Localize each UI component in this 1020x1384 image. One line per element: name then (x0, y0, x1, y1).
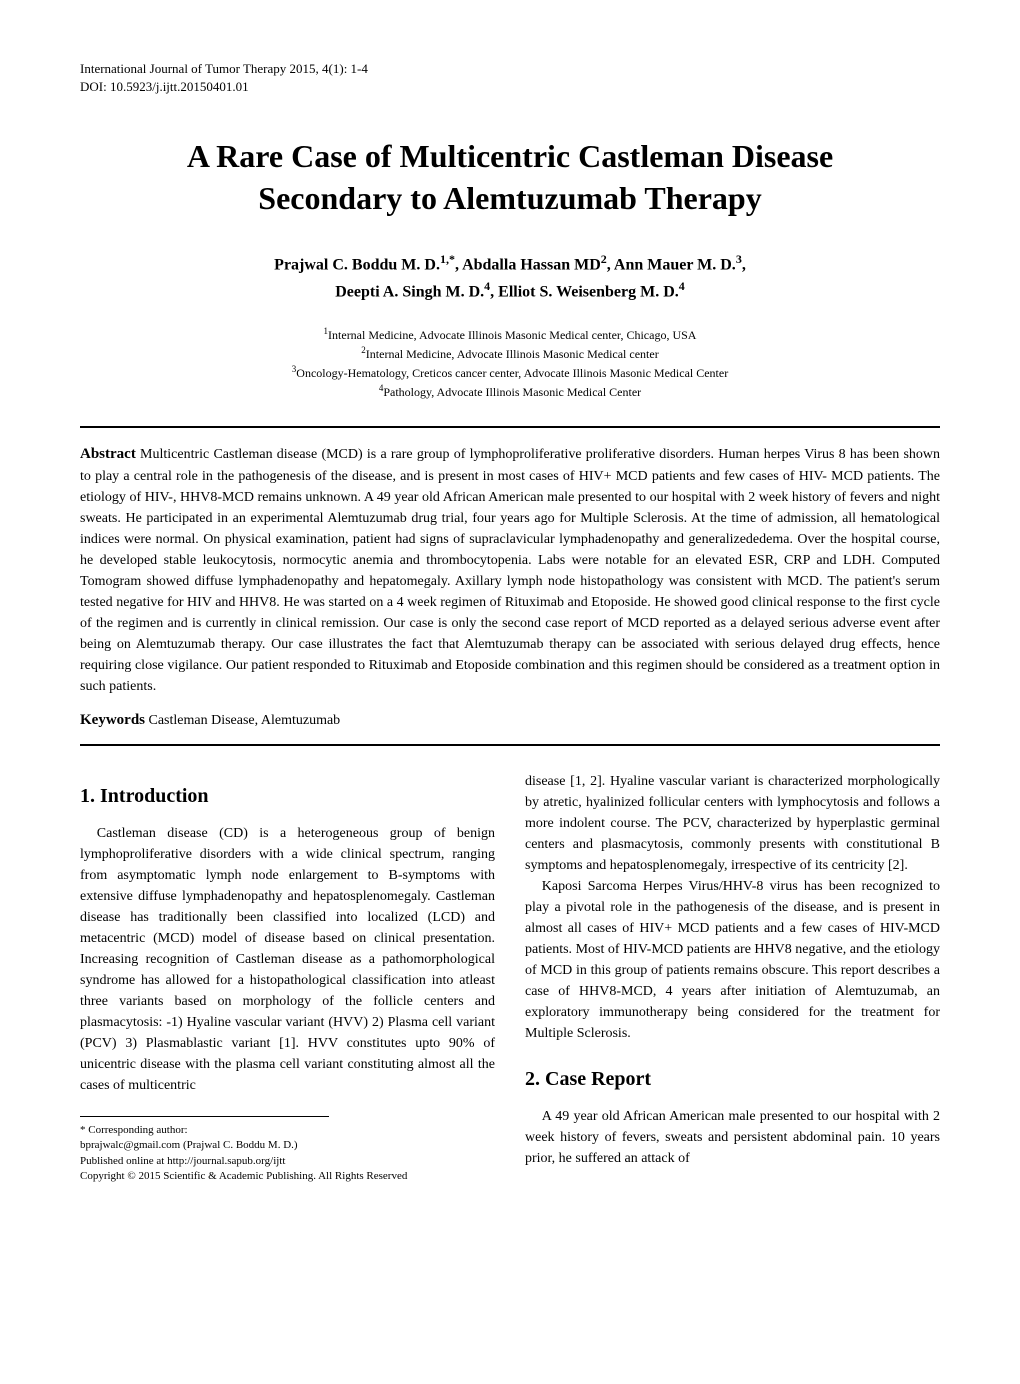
author-5-sup: 4 (679, 279, 685, 293)
abstract-block: Abstract Multicentric Castleman disease … (80, 443, 940, 697)
author-sep-3: , (742, 256, 746, 273)
copyright-line: Copyright © 2015 Scientific & Academic P… (80, 1169, 495, 1184)
abstract-text: Multicentric Castleman disease (MCD) is … (80, 447, 940, 694)
keywords-label: Keywords (80, 712, 145, 728)
case-para-1: A 49 year old African American male pres… (525, 1106, 940, 1169)
authors-block: Prajwal C. Boddu M. D.1,*, Abdalla Hassa… (80, 250, 940, 306)
author-1-sup: 1,* (440, 252, 455, 266)
title-line-2: Secondary to Alemtuzumab Therapy (258, 180, 761, 216)
intro-para-2: Kaposi Sarcoma Herpes Virus/HHV-8 virus … (525, 876, 940, 1044)
author-4: Deepti A. Singh M. D. (335, 284, 484, 301)
section-1-heading: 1. Introduction (80, 781, 495, 811)
divider-top (80, 426, 940, 428)
journal-header: International Journal of Tumor Therapy 2… (80, 60, 940, 96)
doi-line: DOI: 10.5923/j.ijtt.20150401.01 (80, 78, 940, 96)
author-1: Prajwal C. Boddu M. D. (274, 256, 440, 273)
keywords-block: Keywords Castleman Disease, Alemtuzumab (80, 712, 940, 729)
corresponding-author-label: * Corresponding author: (80, 1123, 495, 1138)
author-sep-2: , Ann Mauer M. D. (607, 256, 736, 273)
keywords-text: Castleman Disease, Alemtuzumab (145, 713, 340, 728)
abstract-label: Abstract (80, 446, 136, 462)
divider-bottom (80, 744, 940, 746)
aff-2: Internal Medicine, Advocate Illinois Mas… (366, 347, 659, 361)
section-2-heading: 2. Case Report (525, 1064, 940, 1094)
affiliations-block: 1Internal Medicine, Advocate Illinois Ma… (80, 325, 940, 401)
right-column: disease [1, 2]. Hyaline vascular variant… (525, 771, 940, 1185)
aff-1: Internal Medicine, Advocate Illinois Mas… (328, 328, 696, 342)
two-column-body: 1. Introduction Castleman disease (CD) i… (80, 771, 940, 1185)
paper-title: A Rare Case of Multicentric Castleman Di… (80, 136, 940, 219)
journal-line: International Journal of Tumor Therapy 2… (80, 60, 940, 78)
aff-3: Oncology-Hematology, Creticos cancer cen… (296, 366, 728, 380)
author-sep-4: , Elliot S. Weisenberg M. D. (490, 284, 679, 301)
corresponding-author-email: bprajwalc@gmail.com (Prajwal C. Boddu M.… (80, 1138, 495, 1153)
aff-4: Pathology, Advocate Illinois Masonic Med… (383, 385, 641, 399)
author-sep-1: , Abdalla Hassan MD (455, 256, 601, 273)
published-online: Published online at http://journal.sapub… (80, 1154, 495, 1169)
footnote-separator (80, 1116, 329, 1117)
left-column: 1. Introduction Castleman disease (CD) i… (80, 771, 495, 1185)
title-line-1: A Rare Case of Multicentric Castleman Di… (187, 138, 833, 174)
intro-para-cont: disease [1, 2]. Hyaline vascular variant… (525, 771, 940, 876)
intro-para-1: Castleman disease (CD) is a heterogeneou… (80, 823, 495, 1096)
